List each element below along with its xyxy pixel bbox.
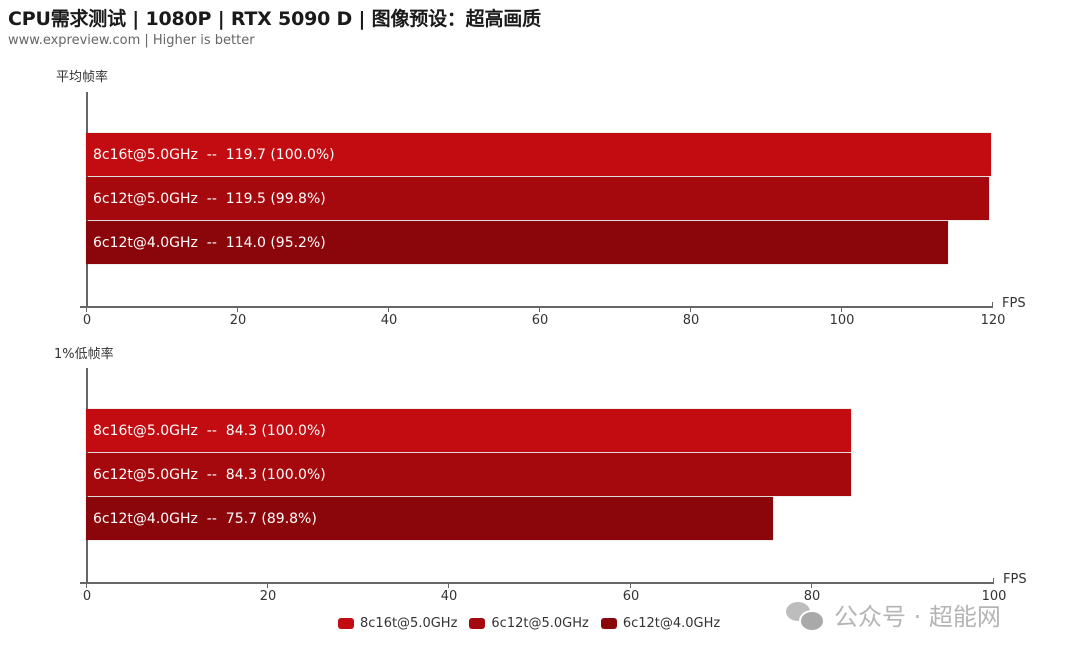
- watermark-text: 公众号 · 超能网: [834, 603, 1001, 631]
- legend-item-6c12t-4ghz[interactable]: 6c12t@4.0GHz: [600, 616, 721, 631]
- wechat-icon: [786, 599, 826, 632]
- x-tick: [539, 306, 540, 312]
- bar-label: 8c16t@5.0GHz -- 119.7 (100.0%): [93, 146, 335, 163]
- x-tick: [690, 306, 691, 312]
- x-tick-label: 20: [259, 589, 277, 604]
- watermark: 公众号 · 超能网: [786, 597, 1001, 632]
- bar-label: 6c12t@4.0GHz -- 114.0 (95.2%): [93, 234, 326, 251]
- x-tick: [448, 582, 449, 588]
- legend-item-6c12t-5ghz[interactable]: 6c12t@5.0GHz: [469, 616, 589, 631]
- x-axis-unit: FPS: [1002, 296, 1026, 311]
- x-tick: [86, 306, 87, 312]
- chart-subtitle: www.expreview.com | Higher is better: [8, 33, 255, 48]
- x-tick-label: 0: [82, 589, 92, 604]
- x-axis: [80, 306, 993, 308]
- legend-swatch: [469, 618, 486, 629]
- legend-swatch: [600, 618, 617, 629]
- bar-6c12t-5ghz[interactable]: 6c12t@5.0GHz -- 84.3 (100.0%): [86, 453, 851, 496]
- x-tick-label: 80: [682, 313, 700, 328]
- x-tick: [630, 582, 631, 588]
- bar-6c12t-5ghz[interactable]: 6c12t@5.0GHz -- 119.5 (99.8%): [86, 177, 989, 220]
- x-axis: [80, 582, 993, 584]
- x-tick: [992, 302, 993, 308]
- x-tick-label: 60: [531, 313, 549, 328]
- x-tick-label: 0: [82, 313, 92, 328]
- x-tick: [841, 306, 842, 312]
- legend: 8c16t@5.0GHz 6c12t@5.0GHz 6c12t@4.0GHz: [338, 616, 732, 631]
- panel-label: 1%低帧率: [54, 347, 114, 362]
- x-tick-label: 20: [229, 313, 247, 328]
- x-tick: [86, 582, 87, 588]
- x-tick-label: 100: [829, 313, 855, 328]
- x-tick-label: 100: [981, 589, 1007, 604]
- x-axis-unit: FPS: [1003, 572, 1027, 587]
- x-tick-label: 60: [622, 589, 640, 604]
- bar-8c16t-5ghz[interactable]: 8c16t@5.0GHz -- 84.3 (100.0%): [86, 409, 851, 452]
- x-tick-label: 120: [980, 313, 1006, 328]
- bar-8c16t-5ghz[interactable]: 8c16t@5.0GHz -- 119.7 (100.0%): [86, 133, 991, 176]
- chart-title: CPU需求测试 | 1080P | RTX 5090 D | 图像预设：超高画质: [8, 8, 541, 30]
- x-tick: [237, 306, 238, 312]
- x-tick: [388, 306, 389, 312]
- legend-label: 8c16t@5.0GHz: [360, 616, 458, 631]
- bar-6c12t-4ghz[interactable]: 6c12t@4.0GHz -- 75.7 (89.8%): [86, 497, 773, 540]
- x-tick-label: 80: [803, 589, 821, 604]
- x-tick-label: 40: [440, 589, 458, 604]
- bar-label: 6c12t@5.0GHz -- 119.5 (99.8%): [93, 190, 326, 207]
- x-tick: [811, 582, 812, 588]
- legend-label: 6c12t@4.0GHz: [622, 616, 721, 631]
- legend-item-8c16t-5ghz[interactable]: 8c16t@5.0GHz: [338, 616, 457, 631]
- x-tick: [267, 582, 268, 588]
- x-tick: [993, 578, 994, 584]
- bar-label: 8c16t@5.0GHz -- 84.3 (100.0%): [93, 422, 326, 439]
- bar-label: 6c12t@4.0GHz -- 75.7 (89.8%): [93, 510, 317, 527]
- legend-label: 6c12t@5.0GHz: [491, 616, 589, 631]
- bar-6c12t-4ghz[interactable]: 6c12t@4.0GHz -- 114.0 (95.2%): [86, 221, 948, 264]
- x-tick-label: 40: [380, 313, 398, 328]
- panel-label: 平均帧率: [56, 70, 109, 85]
- bar-label: 6c12t@5.0GHz -- 84.3 (100.0%): [93, 466, 326, 483]
- legend-swatch: [338, 618, 354, 629]
